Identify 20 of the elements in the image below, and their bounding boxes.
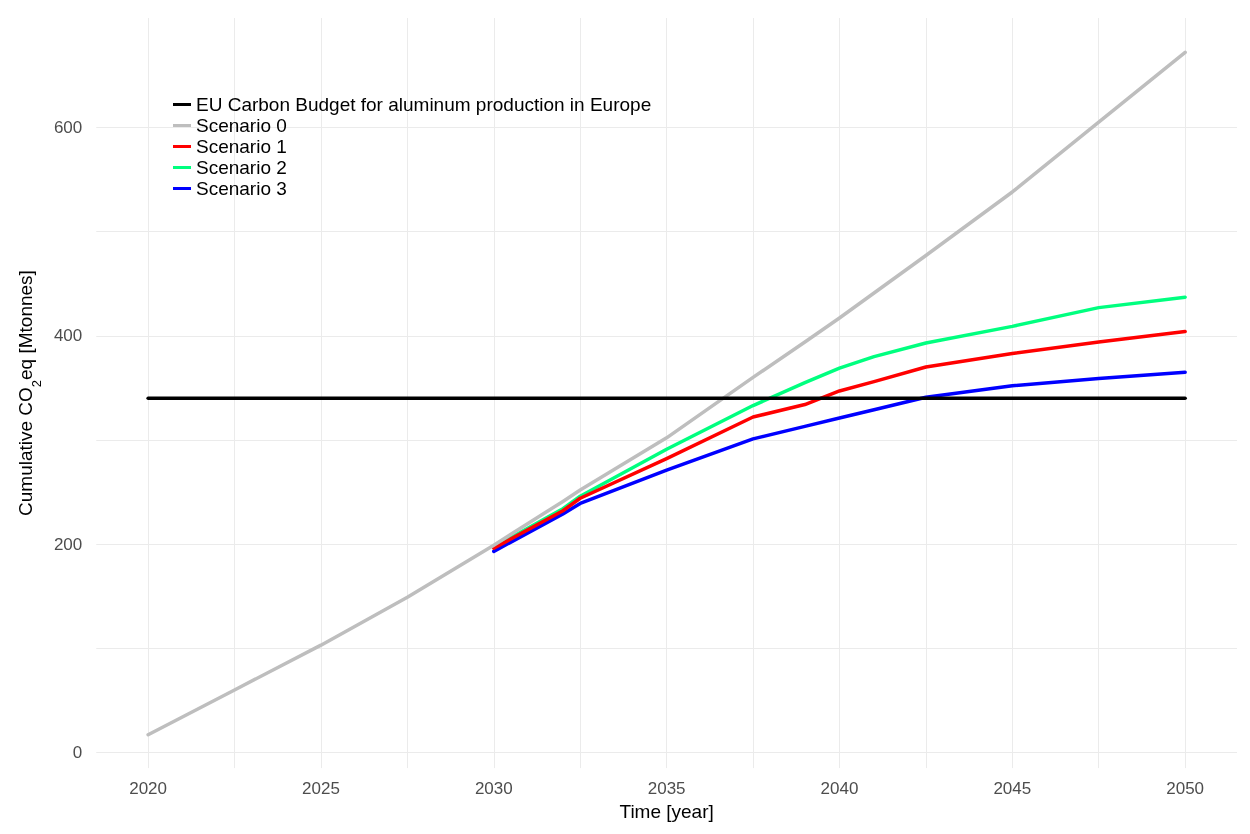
- legend-label: EU Carbon Budget for aluminum production in Europe: [196, 94, 652, 115]
- legend-label: Scenario 0: [196, 115, 287, 136]
- y-tick-label: 200: [53, 534, 83, 554]
- x-tick-label: 2025: [302, 779, 340, 799]
- legend-label: Scenario 3: [196, 178, 287, 199]
- y-tick-label: 400: [53, 326, 83, 346]
- y-tick-label: 600: [53, 117, 83, 137]
- x-tick-label: 2020: [129, 779, 168, 799]
- x-tick-label: 2040: [820, 779, 859, 799]
- x-axis-title: Time [year]: [619, 801, 714, 822]
- line-series: [492, 370, 1187, 554]
- x-tick-label: 2035: [647, 779, 686, 799]
- line-series: [146, 50, 1187, 737]
- x-tick-label: 2045: [993, 779, 1032, 799]
- y-tick-label: 0: [72, 742, 83, 762]
- legend-label: Scenario 1: [196, 136, 287, 157]
- y-axis-title: Cumulative CO2eq [Mtonnes]: [15, 270, 44, 516]
- x-tick-label: 2030: [474, 779, 513, 799]
- legend-label: Scenario 2: [196, 157, 287, 178]
- x-tick-label: 2050: [1166, 779, 1205, 799]
